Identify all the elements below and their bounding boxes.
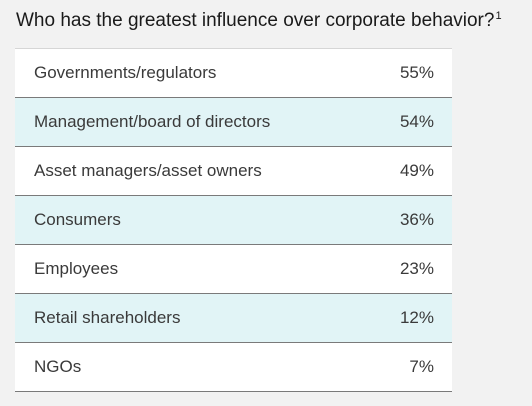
row-label: Employees — [34, 259, 119, 278]
row-label: Consumers — [34, 210, 121, 229]
row-label: Asset managers/asset owners — [34, 161, 262, 180]
table-row: Governments/regulators 55% — [15, 49, 452, 98]
table-row: NGOs 7% — [15, 343, 452, 392]
row-value: 55% — [399, 63, 434, 82]
row-value: 23% — [399, 259, 434, 278]
row-value: 7% — [409, 357, 434, 376]
row-label: Management/board of directors — [34, 112, 271, 131]
chart-title-text: Who has the greatest influence over corp… — [16, 10, 495, 31]
row-value: 12% — [399, 308, 434, 327]
table-row: Employees 23% — [15, 245, 452, 294]
row-label: Governments/regulators — [34, 63, 217, 82]
influence-table: Governments/regulators 55% Management/boar… — [15, 48, 452, 392]
title-footnote-marker: 1 — [495, 9, 502, 22]
table-row: Management/board of directors 54% — [15, 98, 452, 147]
row-label: Retail shareholders — [34, 308, 181, 327]
table-row: Asset managers/asset owners 49% — [15, 147, 452, 196]
table-row: Consumers 36% — [15, 196, 452, 245]
table-row: Retail shareholders 12% — [15, 294, 452, 343]
chart-title: Who has the greatest influence over corp… — [16, 8, 502, 34]
row-value: 36% — [399, 210, 434, 229]
row-label: NGOs — [34, 357, 82, 376]
row-value: 49% — [399, 161, 434, 180]
row-value: 54% — [399, 112, 434, 131]
